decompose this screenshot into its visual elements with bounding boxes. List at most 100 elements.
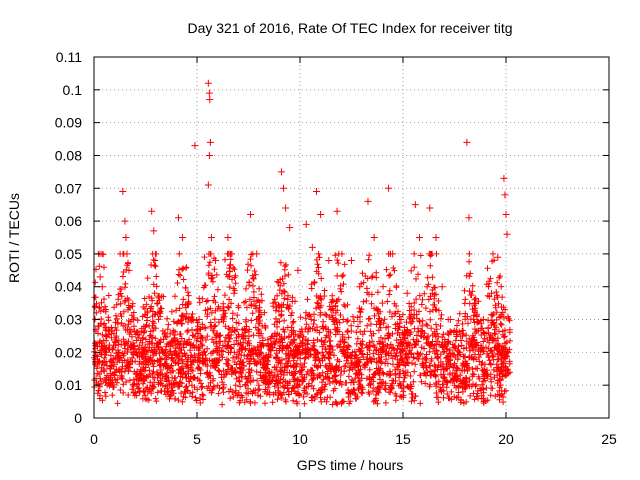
data-point xyxy=(280,184,288,192)
data-point xyxy=(125,266,133,274)
data-point xyxy=(207,234,215,241)
data-point xyxy=(96,273,104,281)
y-tick-label: 0.11 xyxy=(56,49,82,65)
data-point xyxy=(119,188,127,196)
data-point xyxy=(122,234,130,241)
data-point xyxy=(154,309,162,317)
data-point xyxy=(204,79,212,87)
data-point xyxy=(253,250,261,258)
data-point xyxy=(115,355,123,363)
plot-frame xyxy=(93,56,610,419)
y-tick-label: 0.01 xyxy=(55,377,82,393)
data-point xyxy=(174,214,182,222)
data-point xyxy=(370,234,378,241)
data-point xyxy=(415,234,423,241)
data-point xyxy=(204,181,212,189)
y-axis-ticks: 0 0.01 0.02 0.03 0.04 0.05 0.06 0.07 0.08 0.09 0.1… xyxy=(55,49,609,426)
data-point xyxy=(502,211,510,219)
data-point xyxy=(339,316,347,324)
data-point xyxy=(94,322,102,330)
data-point xyxy=(218,316,226,324)
data-point xyxy=(123,250,131,258)
y-tick-label: 0.03 xyxy=(55,312,82,328)
dense-roti-cloud xyxy=(91,250,513,408)
data-point xyxy=(282,204,290,212)
data-point xyxy=(269,299,277,307)
data-point xyxy=(199,348,207,356)
data-point xyxy=(378,299,386,307)
data-point xyxy=(504,348,512,356)
data-point xyxy=(471,299,479,307)
y-tick-label: 0.07 xyxy=(55,180,82,196)
data-point xyxy=(500,174,508,182)
data-point xyxy=(463,138,471,146)
data-point xyxy=(438,283,446,291)
data-point xyxy=(185,299,193,307)
data-point xyxy=(206,138,214,146)
data-point xyxy=(294,266,302,274)
data-point xyxy=(325,256,333,264)
data-point xyxy=(356,283,364,291)
data-point xyxy=(179,234,187,241)
data-point xyxy=(230,289,238,297)
y-tick-label: 0.06 xyxy=(55,213,82,229)
x-tick-label: 0 xyxy=(90,431,98,447)
data-point xyxy=(247,211,255,219)
x-tick-label: 5 xyxy=(193,431,201,447)
data-point xyxy=(479,316,487,324)
chart-title: Day 321 of 2016, Rate Of TEC Index for r… xyxy=(187,20,512,36)
data-point xyxy=(195,316,203,324)
data-point xyxy=(106,365,114,373)
data-point xyxy=(206,96,214,104)
y-axis-label: ROTI / TECUs xyxy=(6,193,22,283)
data-point xyxy=(205,151,213,159)
y-tick-label: 0.1 xyxy=(63,82,83,98)
data-point xyxy=(348,256,355,264)
data-point xyxy=(102,348,110,356)
data-point xyxy=(432,234,440,241)
x-axis-label: GPS time / hours xyxy=(297,457,404,473)
data-point xyxy=(333,207,341,215)
data-point xyxy=(261,322,269,330)
data-point xyxy=(277,168,285,176)
data-point-cloud xyxy=(91,250,513,408)
data-point xyxy=(286,224,294,232)
x-tick-label: 25 xyxy=(601,431,617,447)
data-point xyxy=(160,348,168,356)
data-point xyxy=(389,250,397,258)
data-point xyxy=(168,355,176,363)
data-point xyxy=(212,256,220,264)
data-point xyxy=(129,316,137,324)
y-tick-label: 0 xyxy=(74,410,82,426)
data-point xyxy=(446,316,454,324)
data-point xyxy=(111,371,119,379)
y-tick-label: 0.04 xyxy=(55,279,82,295)
x-tick-label: 15 xyxy=(395,431,411,447)
data-point xyxy=(403,289,411,297)
data-point xyxy=(364,197,372,205)
data-point xyxy=(308,243,316,251)
data-point xyxy=(205,89,213,97)
data-point xyxy=(465,214,473,222)
y-tick-label: 0.02 xyxy=(55,344,82,360)
data-point xyxy=(142,355,149,363)
data-point xyxy=(135,348,143,356)
x-axis-ticks: 0 5 10 15 20 25 xyxy=(90,57,617,447)
data-point xyxy=(148,207,156,215)
data-point xyxy=(312,188,320,196)
data-point xyxy=(503,230,511,238)
y-tick-label: 0.05 xyxy=(55,246,82,262)
y-tick-label: 0.08 xyxy=(55,147,82,163)
x-tick-label: 20 xyxy=(498,431,514,447)
data-point xyxy=(150,227,158,235)
data-point xyxy=(302,220,310,228)
data-point xyxy=(121,217,129,225)
data-point xyxy=(224,234,232,241)
data-points xyxy=(92,79,512,383)
data-point xyxy=(317,211,325,219)
x-tick-label: 10 xyxy=(292,431,308,447)
data-point xyxy=(238,332,246,340)
data-point xyxy=(494,253,502,261)
data-point xyxy=(457,332,465,340)
